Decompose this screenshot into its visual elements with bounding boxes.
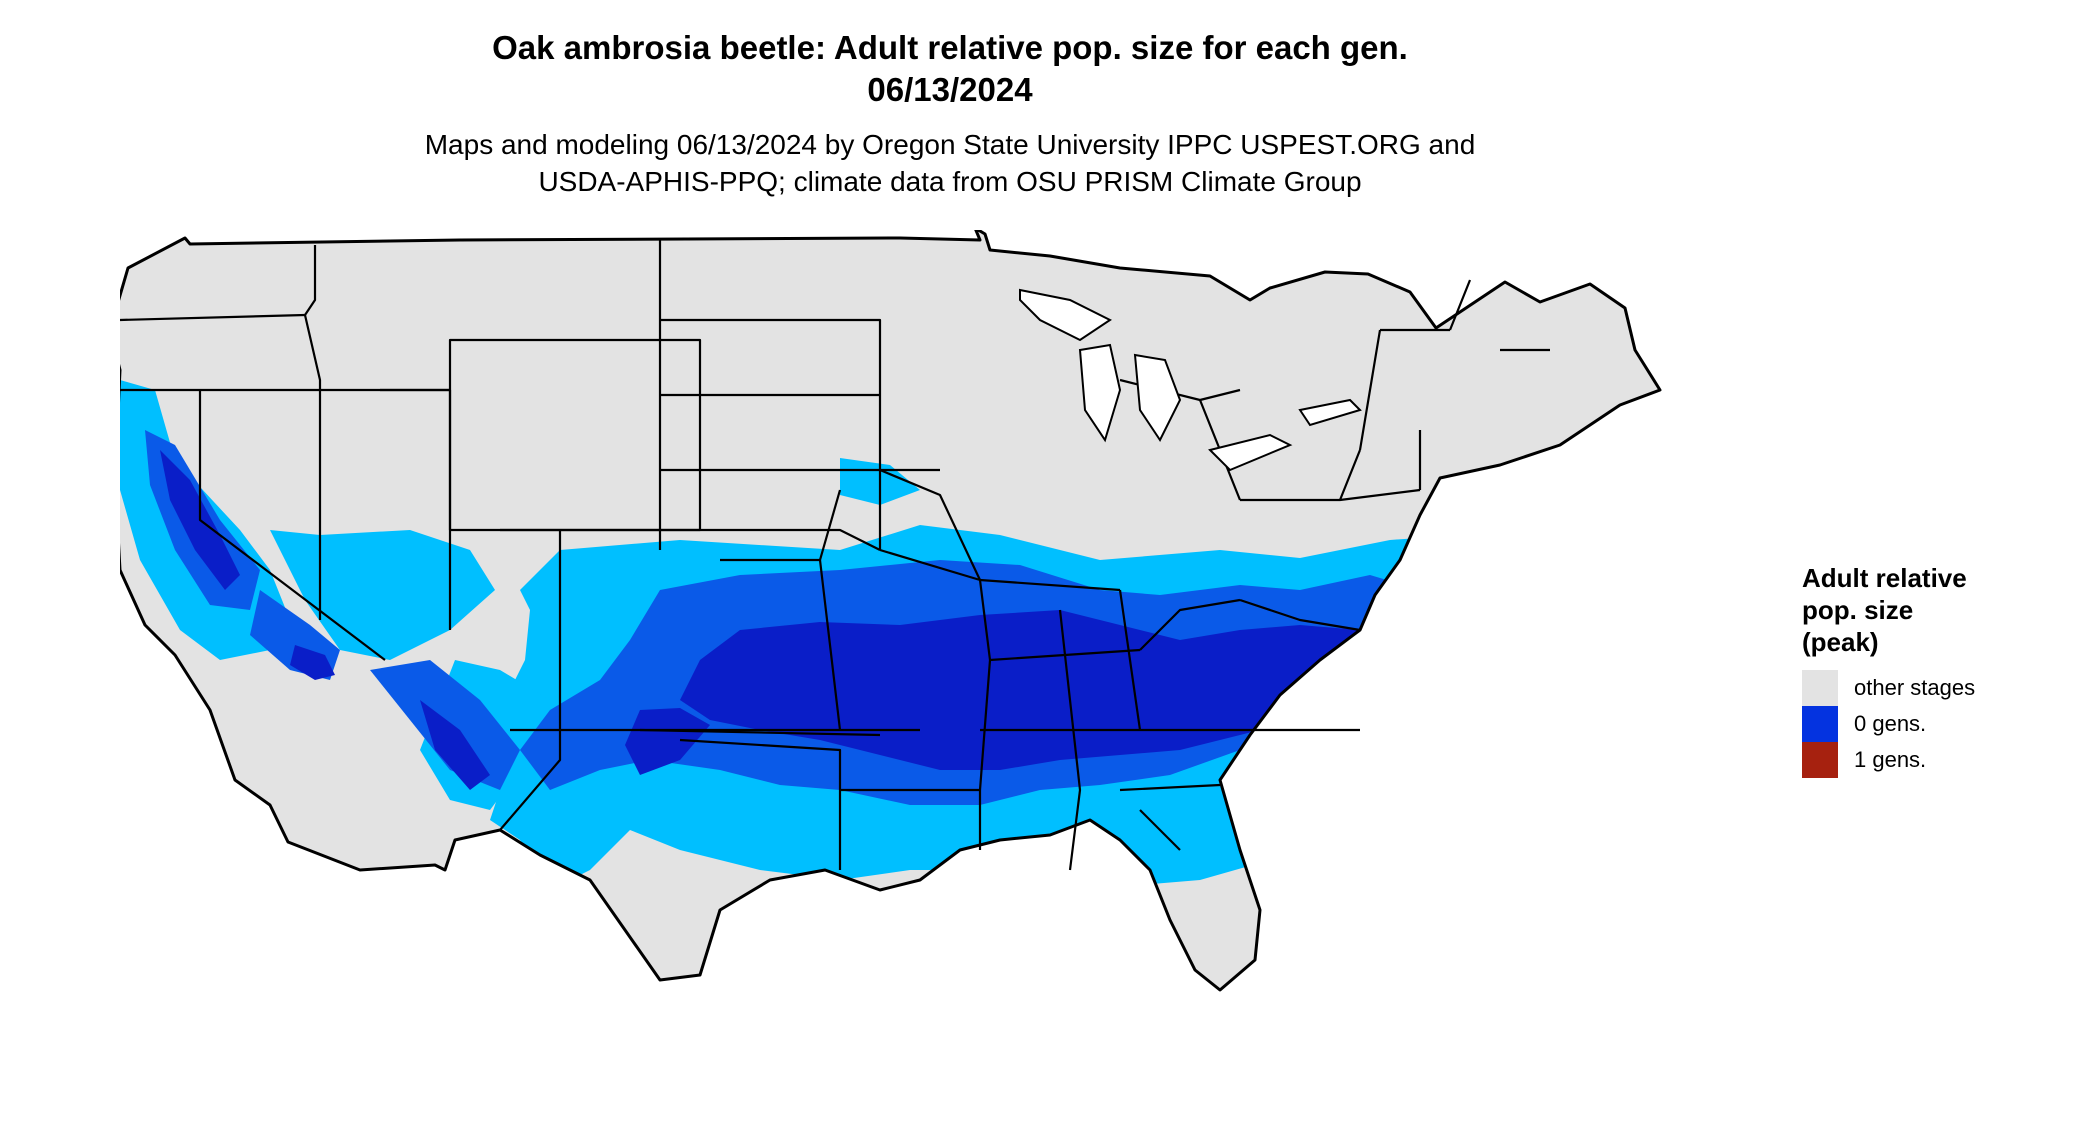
- map-subtitle-line2: USDA-APHIS-PPQ; climate data from OSU PR…: [538, 166, 1362, 197]
- legend-title-line2: pop. size: [1802, 595, 1914, 625]
- legend-swatch-other-stages: [1802, 670, 1838, 706]
- us-outline: [120, 230, 1662, 992]
- map-subtitle-line1: Maps and modeling 06/13/2024 by Oregon S…: [424, 129, 1476, 160]
- map-legend: Adult relative pop. size (peak) other st…: [1802, 562, 1975, 778]
- legend-label-0-gens: 0 gens.: [1854, 711, 1927, 736]
- legend-item-other-stages: other stages: [1802, 670, 1975, 706]
- zone-one-generation: [748, 950, 820, 990]
- legend-swatch-0-gens: [1802, 706, 1838, 742]
- map-title-line2: 06/13/2024: [867, 71, 1033, 108]
- legend-label-other-stages: other stages: [1854, 675, 1976, 700]
- state-borders: [120, 240, 1550, 871]
- legend-item-1-gens: 1 gens.: [1802, 742, 1975, 778]
- legend-item-0-gens: 0 gens.: [1802, 706, 1975, 742]
- map-title-line1: Oak ambrosia beetle: Adult relative pop.…: [492, 29, 1408, 66]
- legend-swatch-1-gens: [1802, 742, 1838, 778]
- legend-title-line3: (peak): [1802, 627, 1879, 657]
- legend-title: Adult relative pop. size (peak): [1802, 562, 1975, 658]
- legend-title-line1: Adult relative: [1802, 563, 1967, 593]
- legend-label-1-gens: 1 gens.: [1854, 747, 1927, 772]
- us-map: [120, 230, 1662, 992]
- great-lakes: [1019, 288, 1362, 472]
